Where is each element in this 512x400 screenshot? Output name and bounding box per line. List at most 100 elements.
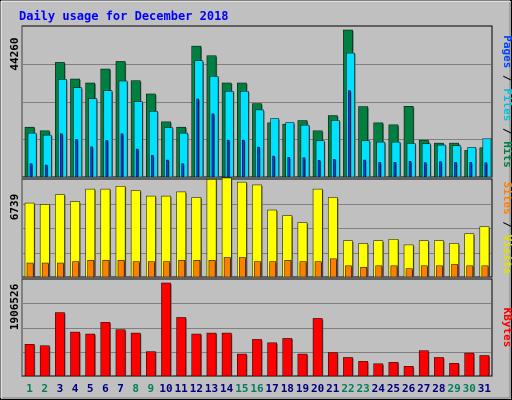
bar-sites-day-4 bbox=[72, 261, 79, 278]
bar-sites-day-6 bbox=[102, 260, 110, 278]
x-tick-label-12: 12 bbox=[190, 382, 203, 395]
bar-pages-day-9 bbox=[151, 155, 154, 178]
panel-top-max-label: 44260 bbox=[8, 37, 21, 70]
bar-kbytes-day-12 bbox=[191, 333, 202, 377]
bar-sites-day-13 bbox=[208, 260, 216, 278]
bar-sites-day-19 bbox=[299, 261, 307, 278]
bar-pages-day-21 bbox=[332, 159, 336, 178]
x-tick-label-27: 27 bbox=[417, 382, 430, 395]
x-tick-label-15: 15 bbox=[235, 382, 248, 395]
bar-sites-day-30 bbox=[466, 265, 474, 278]
bar-pages-day-3 bbox=[60, 133, 63, 178]
bar-pages-day-2 bbox=[44, 164, 48, 178]
x-tick-label-2: 2 bbox=[41, 382, 48, 395]
bar-kbytes-day-23 bbox=[358, 361, 368, 377]
legend-pages: Pages bbox=[501, 35, 512, 68]
bar-sites-day-27 bbox=[420, 265, 428, 278]
bar-pages-day-26 bbox=[408, 161, 412, 178]
bar-pages-day-13 bbox=[211, 113, 215, 178]
bar-kbytes-day-6 bbox=[100, 322, 111, 377]
x-tick-label-11: 11 bbox=[175, 382, 189, 395]
bar-kbytes-day-2 bbox=[39, 345, 50, 377]
panel-top-side-label: Pages / Files / Hits bbox=[501, 35, 512, 168]
bar-kbytes-day-28 bbox=[434, 357, 444, 377]
bar-pages-day-10 bbox=[166, 159, 169, 178]
legend-visits: Visits bbox=[501, 235, 512, 275]
bar-pages-day-30 bbox=[469, 162, 472, 178]
x-tick-label-17: 17 bbox=[266, 382, 279, 395]
legend-files: Files bbox=[501, 88, 512, 121]
legend-hits: Hits bbox=[501, 141, 512, 168]
bar-sites-day-18 bbox=[284, 260, 292, 278]
bar-kbytes-day-14 bbox=[221, 332, 232, 377]
bar-kbytes-day-27 bbox=[418, 350, 429, 377]
x-tick-label-29: 29 bbox=[447, 382, 460, 395]
bar-kbytes-day-17 bbox=[267, 342, 277, 377]
legend-kbytes: KBytes bbox=[501, 308, 512, 348]
bar-sites-day-7 bbox=[117, 260, 125, 278]
bar-pages-day-4 bbox=[75, 139, 78, 178]
bar-kbytes-day-25 bbox=[388, 362, 399, 377]
bar-pages-day-1 bbox=[29, 163, 33, 178]
x-tick-label-13: 13 bbox=[205, 382, 218, 395]
x-tick-label-18: 18 bbox=[281, 382, 294, 395]
bar-pages-day-15 bbox=[242, 139, 245, 178]
bar-kbytes-day-24 bbox=[373, 363, 384, 377]
bar-sites-day-1 bbox=[26, 262, 34, 278]
bar-sites-day-15 bbox=[239, 257, 246, 278]
panel-middle-max-label: 6739 bbox=[8, 194, 21, 221]
x-tick-label-26: 26 bbox=[402, 382, 416, 395]
bar-kbytes-day-13 bbox=[206, 332, 217, 377]
x-tick-label-16: 16 bbox=[250, 382, 264, 395]
bar-sites-day-22 bbox=[345, 265, 352, 278]
bar-kbytes-day-26 bbox=[403, 365, 414, 377]
bar-kbytes-day-20 bbox=[312, 318, 323, 377]
x-tick-label-3: 3 bbox=[57, 382, 64, 395]
bar-sites-day-2 bbox=[41, 262, 49, 278]
bar-kbytes-day-10 bbox=[161, 282, 171, 377]
bar-sites-day-14 bbox=[223, 257, 231, 278]
bar-sites-day-12 bbox=[193, 260, 201, 278]
bar-sites-day-31 bbox=[481, 265, 489, 278]
bar-pages-day-14 bbox=[226, 139, 230, 178]
x-tick-label-14: 14 bbox=[220, 382, 234, 395]
bar-sites-day-25 bbox=[390, 265, 398, 278]
x-tick-label-31: 31 bbox=[478, 382, 492, 395]
bar-sites-day-24 bbox=[375, 265, 383, 278]
x-tick-label-4: 4 bbox=[72, 382, 79, 395]
bar-kbytes-day-30 bbox=[464, 352, 475, 377]
bar-kbytes-day-3 bbox=[55, 312, 65, 377]
bar-kbytes-day-15 bbox=[237, 353, 247, 377]
bar-kbytes-day-31 bbox=[479, 355, 490, 377]
bar-pages-day-5 bbox=[90, 146, 93, 178]
x-tick-label-23: 23 bbox=[357, 382, 370, 395]
bar-kbytes-day-22 bbox=[343, 357, 353, 377]
x-tick-label-9: 9 bbox=[148, 382, 155, 395]
bar-pages-day-25 bbox=[393, 162, 397, 178]
x-tick-label-19: 19 bbox=[296, 382, 309, 395]
bar-pages-day-18 bbox=[287, 157, 290, 178]
bar-sites-day-3 bbox=[57, 262, 64, 278]
bar-pages-day-28 bbox=[439, 161, 442, 178]
bar-pages-day-27 bbox=[423, 162, 427, 178]
x-tick-label-28: 28 bbox=[432, 382, 445, 395]
bar-sites-day-16 bbox=[254, 261, 261, 278]
x-tick-label-1: 1 bbox=[26, 382, 33, 395]
bar-pages-day-6 bbox=[105, 140, 109, 178]
bar-pages-day-20 bbox=[317, 160, 321, 178]
x-tick-label-30: 30 bbox=[463, 382, 476, 395]
bar-kbytes-day-29 bbox=[449, 363, 459, 377]
panel-bottom-side-label: KBytes bbox=[501, 308, 512, 348]
bar-kbytes-day-18 bbox=[282, 338, 293, 377]
x-tick-label-5: 5 bbox=[87, 382, 94, 395]
bar-pages-day-23 bbox=[363, 159, 366, 178]
bar-pages-day-22 bbox=[348, 90, 351, 178]
bar-sites-day-28 bbox=[436, 265, 443, 278]
bar-pages-day-31 bbox=[484, 162, 488, 178]
x-tick-label-21: 21 bbox=[326, 382, 340, 395]
bar-kbytes-day-19 bbox=[297, 353, 308, 377]
bar-sites-day-26 bbox=[405, 268, 413, 278]
bar-pages-day-29 bbox=[454, 162, 457, 178]
bar-kbytes-day-7 bbox=[115, 329, 126, 377]
